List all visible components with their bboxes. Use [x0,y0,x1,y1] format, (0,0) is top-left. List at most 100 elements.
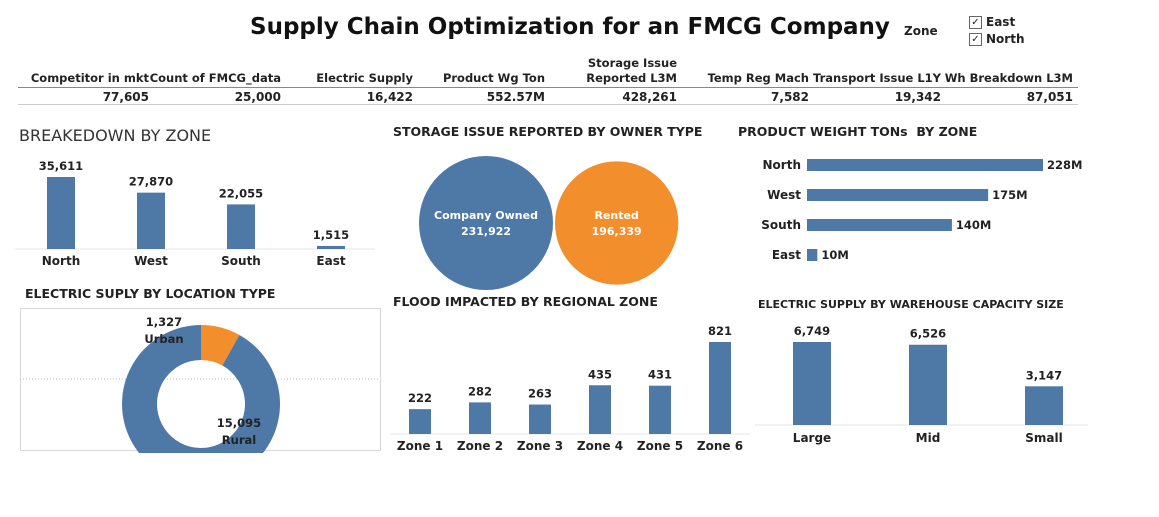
bar[interactable] [807,189,989,201]
kpi-label: Wh Breakdown L3M [944,71,1073,85]
data-label: 27,870 [129,175,173,189]
data-label: 821 [708,324,732,338]
kpi-count: Count of FMCG_data 25,000 [149,52,281,106]
bar[interactable] [1025,386,1063,425]
kpi-value: 7,582 [771,90,809,104]
kpi-wh-breakdown: Wh Breakdown L3M 87,051 [941,52,1073,106]
data-label: 15,095 [217,416,261,430]
kpi-label: Competitor in mkt [30,71,149,85]
bar[interactable] [793,342,831,425]
data-label: 3,147 [1026,368,1062,382]
capacity-chart-title: ELECTRIC SUPPLY BY WAREHOUSE CAPACITY SI… [758,298,1064,311]
bar[interactable] [807,219,952,231]
bar[interactable] [529,404,551,434]
category-label: Mid [916,431,941,445]
category-label: North [42,254,80,268]
kpi-electric-supply: Electric Supply 16,422 [281,52,413,106]
kpi-transport-issue: Transport Issue L1Y 19,342 [809,52,941,106]
kpi-value: 25,000 [234,90,281,104]
bar[interactable] [807,249,818,261]
bar[interactable] [469,402,491,434]
category-label: West [767,188,801,202]
breakdown-chart-title: BREAKEDOWN BY ZONE [19,126,212,145]
bubble-value-label: 231,922 [461,225,511,238]
category-label: North [763,158,801,172]
data-label: 431 [648,368,672,382]
category-label: Large [793,431,831,445]
flood-chart: 222 Zone 1 282 Zone 2 263 Zone 3 435 Zone 4 431 Z… [390,324,750,453]
bar[interactable] [317,245,345,249]
data-label: 6,526 [910,327,946,341]
data-label: 222 [408,391,432,405]
kpi-divider [18,87,1078,88]
bar[interactable] [909,344,947,425]
data-label: 1,515 [313,228,349,242]
zone-filter-north-label: North [986,32,1025,46]
category-label: Rural [222,433,256,447]
bar[interactable] [709,342,731,434]
bubble-category-label: Company Owned [434,209,538,222]
kpi-value: 16,422 [366,90,413,104]
weight-chart: North 228M West 175M South 140M East 10M [761,158,1082,262]
zone-filter-label: Zone [904,24,938,38]
storage-chart-title: STORAGE ISSUE REPORTED BY OWNER TYPE [393,124,703,139]
data-label: 22,055 [219,186,263,200]
category-label: Zone 5 [637,439,683,453]
category-label: Urban [144,332,183,346]
kpi-product-weight: Product Wg Ton 552.57M [413,52,545,106]
category-label: South [221,254,261,268]
kpi-value: 77,605 [102,90,149,104]
kpi-label: Storage Issue Reported L3M [586,56,677,85]
kpi-value: 87,051 [1026,90,1073,104]
kpi-row: Competitor in mkt 77,605 Count of FMCG_d… [18,52,1078,106]
bar[interactable] [47,177,75,249]
electric-location-chart: 1,327 Urban 15,095 Rural [20,308,381,453]
bubble-category-label: Rented [594,209,638,222]
data-label: 282 [468,384,492,398]
category-label: Zone 2 [457,439,503,453]
dashboard-title: Supply Chain Optimization for an FMCG Co… [250,14,890,40]
kpi-value: 19,342 [894,90,941,104]
data-label: 35,611 [39,159,83,173]
kpi-label: Temp Reg Mach [707,71,809,85]
checkbox-checked-icon[interactable]: ✓ [969,15,982,29]
capacity-chart: 6,749 Large 6,526 Mid 3,147 Small [755,324,1088,445]
weight-chart-title: PRODUCT WEIGHT TONs BY ZONE [738,124,978,139]
category-label: Zone 3 [517,439,563,453]
category-label: East [772,248,801,262]
zone-filter-east-label: East [986,15,1016,29]
kpi-competitor: Competitor in mkt 77,605 [18,52,149,106]
storage-bubble-chart: Company Owned 231,922 Rented 196,339 [419,156,679,290]
urban-slice[interactable] [201,325,240,366]
kpi-temp-reg: Temp Reg Mach 7,582 [677,52,809,106]
bar[interactable] [807,159,1043,171]
data-label: 6,749 [794,324,830,338]
bar[interactable] [589,385,611,434]
breakdown-chart: 35,611 North 27,870 West 22,055 South 1,515 Eas… [15,159,375,268]
kpi-label: Count of FMCG_data [149,71,281,85]
checkbox-checked-icon[interactable]: ✓ [969,32,982,46]
bar[interactable] [409,409,431,434]
data-label: 10M [821,248,848,262]
bubble-value-label: 196,339 [592,225,642,238]
flood-chart-title: FLOOD IMPACTED BY REGIONAL ZONE [393,294,658,309]
kpi-value: 428,261 [622,90,677,104]
data-label: 1,327 [146,315,182,329]
bar[interactable] [137,192,165,249]
kpi-storage-issue: Storage Issue Reported L3M 428,261 [545,52,677,106]
data-label: 140M [956,218,991,232]
kpi-value: 552.57M [486,90,545,104]
zone-filter-east[interactable]: ✓ East [969,15,1015,29]
rented-bubble[interactable] [555,161,679,285]
category-label: Small [1025,431,1062,445]
rural-slice[interactable] [122,325,280,453]
bar[interactable] [227,204,255,249]
category-label: Zone 4 [577,439,623,453]
zone-filter-north[interactable]: ✓ North [969,32,1024,46]
category-label: East [316,254,345,268]
data-label: 435 [588,367,612,381]
data-label: 263 [528,387,552,401]
company-owned-bubble[interactable] [419,156,553,290]
kpi-label: Product Wg Ton [442,71,545,85]
bar[interactable] [649,385,671,434]
